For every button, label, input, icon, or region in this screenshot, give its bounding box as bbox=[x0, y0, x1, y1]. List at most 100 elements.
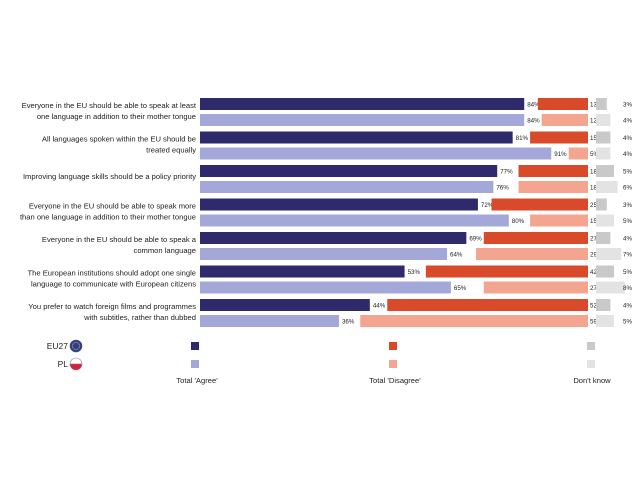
eu27-agree-label: 72% bbox=[481, 202, 494, 209]
eu-flag-star bbox=[78, 347, 80, 349]
eu27-dontknow-bar bbox=[596, 165, 614, 177]
pl-agree-bar bbox=[200, 147, 552, 160]
category-label: Don't know bbox=[573, 376, 611, 385]
pl-disagree-bar bbox=[541, 114, 588, 126]
eu27-agree-label: 69% bbox=[469, 236, 482, 243]
pl-dontknow-label: 5% bbox=[623, 218, 632, 225]
eu27-agree-bar bbox=[200, 131, 513, 144]
statement-label: The European institutions should adopt o… bbox=[28, 269, 196, 278]
eu27-dontknow-bar bbox=[596, 131, 611, 144]
eu27-dontknow-label: 4% bbox=[623, 303, 632, 310]
eu27-agree-bar bbox=[200, 198, 478, 211]
eu27-dontknow-bar bbox=[596, 232, 611, 244]
pl-disagree-bar bbox=[483, 281, 588, 294]
eu27-agree-bar bbox=[200, 299, 370, 311]
pl-dontknow-bar bbox=[596, 248, 622, 260]
pl-dontknow-bar bbox=[596, 114, 611, 126]
pl-disagree-bar bbox=[530, 214, 588, 227]
eu27-disagree-bar bbox=[530, 131, 588, 144]
pl-agree-label: 64% bbox=[450, 252, 463, 259]
pl-dontknow-bar bbox=[596, 281, 625, 294]
pl-dontknow-label: 4% bbox=[623, 118, 632, 125]
category-label: Total 'Disagree' bbox=[369, 376, 421, 385]
eu-flag-star bbox=[75, 349, 77, 351]
eu27-agree-label: 81% bbox=[516, 135, 529, 142]
pl-disagree-bar bbox=[476, 248, 588, 260]
eu-flag-star bbox=[77, 342, 79, 344]
eu27-dontknow-label: 4% bbox=[623, 135, 632, 142]
eu27-agree-swatch bbox=[191, 342, 199, 350]
eu27-dontknow-label: 3% bbox=[623, 202, 632, 209]
eu27-disagree-bar bbox=[537, 98, 588, 110]
eu27-agree-label: 84% bbox=[527, 102, 540, 109]
eu27-disagree-bar bbox=[387, 299, 588, 311]
eu27-disagree-swatch bbox=[389, 342, 397, 350]
eu27-agree-label: 77% bbox=[500, 169, 513, 176]
eu27-dontknow-bar bbox=[596, 98, 607, 110]
pl-dontknow-label: 4% bbox=[623, 151, 632, 158]
pl-dontknow-label: 6% bbox=[623, 185, 632, 192]
pl-agree-bar bbox=[200, 214, 509, 227]
eu27-dontknow-label: 5% bbox=[623, 169, 632, 176]
eu-flag-star bbox=[79, 345, 81, 347]
statement-label: language to communicate with European ci… bbox=[31, 280, 196, 289]
statement-label: Everyone in the EU should be able to spe… bbox=[42, 235, 197, 244]
pl-flag-icon bbox=[69, 357, 83, 365]
statement-label: Everyone in the EU should be able to spe… bbox=[29, 202, 196, 211]
pl-dontknow-label: 8% bbox=[623, 285, 632, 292]
pl-dontknow-bar bbox=[596, 181, 618, 193]
eu-flag-star bbox=[72, 343, 74, 345]
eu27-dontknow-bar bbox=[596, 299, 611, 311]
eu27-dontknow-label: 5% bbox=[623, 269, 632, 276]
eu27-disagree-bar bbox=[491, 198, 588, 211]
pl-agree-label: 36% bbox=[342, 319, 355, 326]
pl-agree-label: 80% bbox=[512, 218, 525, 225]
eu27-agree-bar bbox=[200, 232, 467, 244]
statement-label: one language in addition to their mother… bbox=[37, 112, 196, 121]
statement-label: All languages spoken within the EU shoul… bbox=[42, 135, 196, 144]
pl-dontknow-label: 5% bbox=[623, 319, 632, 326]
statement-label: with subtitles, rather than dubbed bbox=[83, 313, 196, 322]
category-label: Total 'Agree' bbox=[176, 376, 218, 385]
eu27-dontknow-bar bbox=[596, 265, 614, 278]
pl-disagree-bar bbox=[568, 147, 588, 160]
pl-disagree-bar bbox=[518, 181, 588, 193]
eu27-dontknow-bar bbox=[596, 198, 607, 211]
eu-flag-icon bbox=[69, 339, 83, 353]
pl-agree-label: 65% bbox=[454, 285, 467, 292]
statement-label: You prefer to watch foreign films and pr… bbox=[28, 302, 196, 311]
eu-flag-star bbox=[75, 341, 77, 343]
pl-disagree-label: 5% bbox=[590, 151, 599, 158]
pl-flag-icon-lower bbox=[69, 363, 83, 371]
statement-label: Everyone in the EU should be able to spe… bbox=[22, 101, 197, 110]
eu27-disagree-bar bbox=[425, 265, 588, 278]
eu27-agree-label: 44% bbox=[373, 303, 386, 310]
eu27-agree-bar bbox=[200, 165, 498, 177]
pl-agree-bar bbox=[200, 281, 451, 294]
pl-dontknow-bar bbox=[596, 147, 611, 160]
eu27-dontknow-label: 3% bbox=[623, 102, 632, 109]
eu-flag-star bbox=[77, 348, 79, 350]
eu27-agree-bar bbox=[200, 98, 525, 110]
statement-label: than one language in addition to their m… bbox=[20, 213, 196, 222]
pl-agree-bar bbox=[200, 315, 339, 327]
pl-dontknow-bar bbox=[596, 214, 614, 227]
pl-dontknow-bar bbox=[596, 315, 614, 327]
statement-label: Improving language skills should be a po… bbox=[23, 172, 196, 181]
eu-flag-star bbox=[73, 348, 75, 350]
statement-label: common language bbox=[134, 246, 196, 255]
pl-agree-bar bbox=[200, 114, 525, 126]
eu27-agree-label: 53% bbox=[408, 269, 421, 276]
pl-dontknow-label: 7% bbox=[623, 252, 632, 259]
pl-agree-label: 76% bbox=[496, 185, 509, 192]
eu-flag-star bbox=[72, 347, 74, 349]
eu-flag-star bbox=[73, 342, 75, 344]
pl-agree-bar bbox=[200, 248, 448, 260]
pl-agree-label: 91% bbox=[554, 151, 567, 158]
eu-flag-star bbox=[71, 345, 73, 347]
eu-flag-star bbox=[78, 343, 80, 345]
eu27-dontknow-label: 4% bbox=[623, 236, 632, 243]
statement-label: treated equally bbox=[146, 146, 196, 155]
eu27-agree-bar bbox=[200, 265, 405, 278]
